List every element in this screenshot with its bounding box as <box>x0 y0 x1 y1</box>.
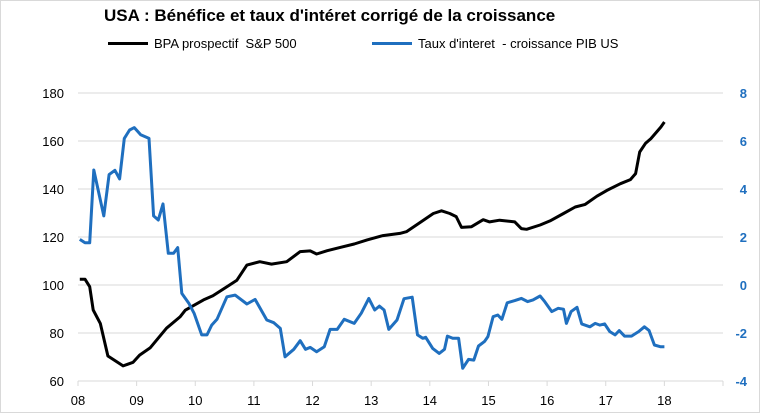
y-right-tick-label: -4 <box>735 374 747 389</box>
y-left-tick-label: 80 <box>50 326 64 341</box>
x-tick-label: 10 <box>188 393 202 408</box>
x-tick-label: 09 <box>129 393 143 408</box>
x-tick-label: 15 <box>481 393 495 408</box>
x-tick-label: 13 <box>364 393 378 408</box>
y-right-tick-label: 4 <box>740 182 748 197</box>
y-right-tick-label: 8 <box>740 86 747 101</box>
legend-label-taux: Taux d'interet - croissance PIB US <box>418 36 619 51</box>
legend-item-taux: Taux d'interet - croissance PIB US <box>372 36 618 51</box>
y-right-tick-label: 0 <box>740 278 747 293</box>
series-line-taux <box>78 126 665 370</box>
chart-title: USA : Bénéfice et taux d'intéret corrigé… <box>104 6 556 25</box>
y-left-tick-label: 140 <box>42 182 64 197</box>
y-right-tick-label: 6 <box>740 134 747 149</box>
x-tick-label: 12 <box>305 393 319 408</box>
y-left-tick-label: 160 <box>42 134 64 149</box>
legend-swatch-bpa <box>108 42 148 45</box>
y-left-tick-label: 100 <box>42 278 64 293</box>
x-tick-label: 14 <box>423 393 437 408</box>
x-tick-label: 16 <box>540 393 554 408</box>
legend-label-bpa: BPA prospectif S&P 500 <box>154 36 297 51</box>
series-line-bpa <box>79 121 666 368</box>
y-right-tick-label: 2 <box>740 230 747 245</box>
y-right-tick-label: -2 <box>735 326 747 341</box>
y-left-tick-label: 120 <box>42 230 64 245</box>
x-tick-label: 17 <box>598 393 612 408</box>
legend-item-bpa: BPA prospectif S&P 500 <box>108 36 297 51</box>
y-left-tick-label: 60 <box>50 374 64 389</box>
y-left-tick-label: 180 <box>42 86 64 101</box>
legend-swatch-taux <box>372 42 412 45</box>
x-tick-label: 18 <box>657 393 671 408</box>
x-tick-label: 08 <box>71 393 85 408</box>
x-tick-label: 11 <box>247 393 261 408</box>
